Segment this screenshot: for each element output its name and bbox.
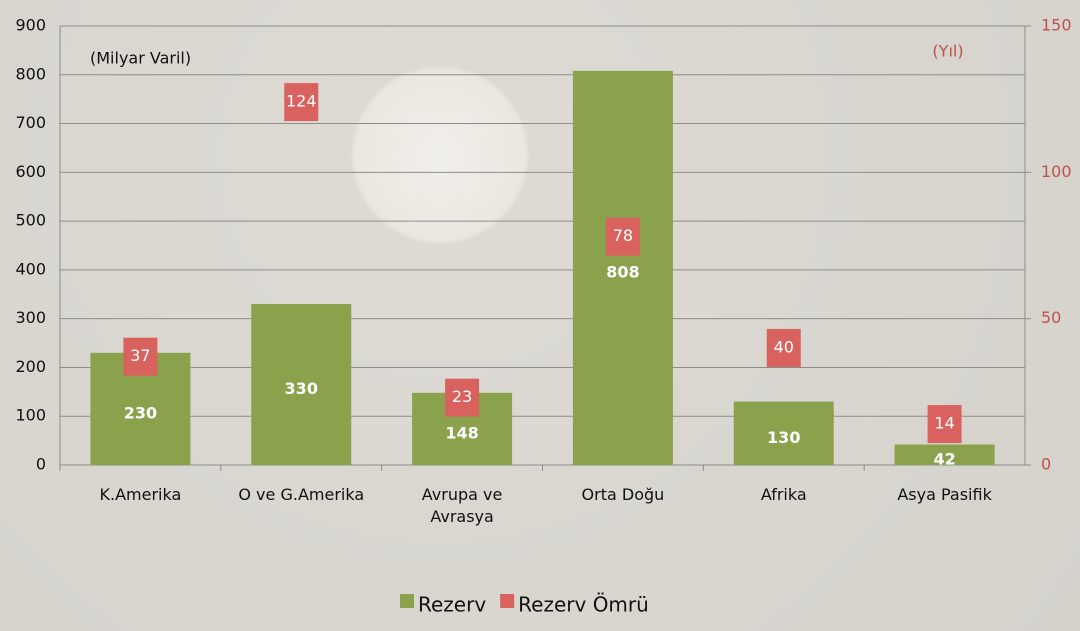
marker-value-label: 78 (613, 226, 633, 245)
bar-value-label: 808 (606, 262, 639, 281)
y2-tick-label: 100 (1041, 162, 1072, 181)
marker (123, 337, 158, 376)
bar-value-label: 330 (285, 379, 318, 398)
marker-value-label: 14 (934, 414, 954, 433)
bar (894, 444, 995, 465)
y-tick-label: 600 (15, 162, 46, 181)
y-tick-label: 400 (15, 259, 46, 278)
y2-axis-label: (Yıl) (932, 42, 963, 61)
y-tick-label: 0 (36, 455, 46, 474)
y-tick-label: 100 (15, 406, 46, 425)
bar-value-label: 230 (124, 403, 157, 422)
marker (766, 328, 801, 367)
bar (733, 401, 834, 465)
marker-value-label: 37 (130, 346, 150, 365)
bar-value-label: 130 (767, 428, 800, 447)
x-tick-label: Avrupa ve Avrasya (421, 485, 503, 526)
y2-tick-label: 150 (1041, 16, 1072, 35)
y-axis-label: (Milyar Varil) (90, 49, 191, 68)
y-tick-label: 200 (15, 357, 46, 376)
y-tick-label: 800 (15, 64, 46, 83)
legend-swatch (400, 594, 414, 608)
bar-value-label: 148 (445, 423, 478, 442)
marker (605, 217, 640, 256)
x-tick-label: Afrika (760, 485, 807, 504)
legend-label: Rezerv Ömrü (518, 593, 649, 617)
marker-value-label: 40 (774, 337, 794, 356)
y-tick-label: 500 (15, 211, 46, 230)
x-tick-label: Asya Pasifik (897, 485, 992, 504)
marker (284, 83, 319, 122)
bar-value-label: 42 (933, 449, 955, 468)
y-tick-label: 900 (15, 16, 46, 35)
x-tick-label: K.Amerika (99, 485, 182, 504)
marker (927, 405, 962, 444)
y-tick-label: 300 (15, 308, 46, 327)
marker-value-label: 23 (452, 387, 472, 406)
x-tick-label: O ve G.Amerika (238, 485, 365, 504)
legend-label: Rezerv (418, 593, 486, 617)
marker-value-label: 124 (286, 92, 317, 111)
bar (572, 70, 673, 466)
y-tick-label: 700 (15, 113, 46, 132)
marker (445, 378, 480, 417)
y2-tick-label: 50 (1041, 308, 1061, 327)
y2-tick-label: 0 (1041, 455, 1051, 474)
x-tick-label: Orta Doğu (581, 485, 665, 504)
legend-swatch (500, 594, 515, 608)
bar (251, 304, 352, 465)
